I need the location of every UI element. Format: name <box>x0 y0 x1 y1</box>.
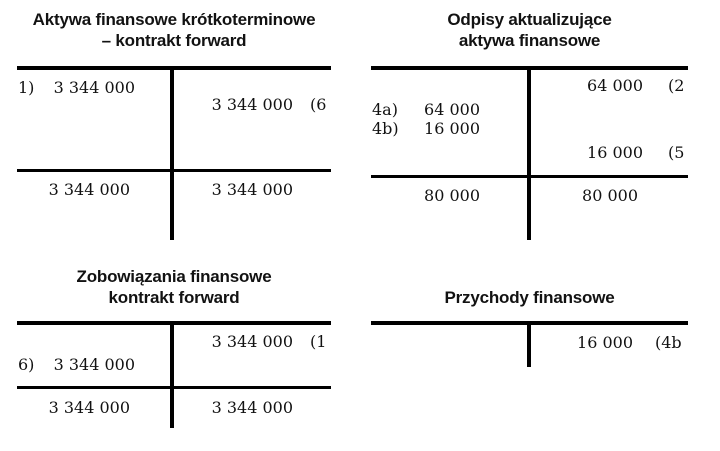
t-divider-rule <box>527 66 531 240</box>
credit-total: 3 344 000 <box>211 180 293 199</box>
t-divider-rule <box>170 66 174 240</box>
account-title: Zobowiązania finansowe kontrakt forward <box>17 266 331 308</box>
totals-rule <box>371 175 688 178</box>
debit-total: 3 344 000 <box>48 180 130 199</box>
account-title-line2: – kontrakt forward <box>101 31 247 50</box>
debit-entry-ref: 4b) <box>372 119 399 138</box>
credit-entry-amount: 16 000 <box>577 333 633 352</box>
credit-entry-amount: 3 344 000 <box>211 95 293 114</box>
account-title-line1: Odpisy aktualizujące <box>447 10 612 29</box>
t-top-rule <box>17 321 331 325</box>
account-title-line1: Przychody finansowe <box>444 288 615 307</box>
account-title: Przychody finansowe <box>371 287 688 308</box>
debit-entry-ref: 6) <box>18 355 35 374</box>
debit-entry-ref: 1) <box>18 78 35 97</box>
debit-entry-amount: 3 344 000 <box>53 78 135 97</box>
debit-entry-amount: 16 000 <box>424 119 480 138</box>
debit-entry-amount: 64 000 <box>424 100 480 119</box>
debit-entry-ref: 4a) <box>372 100 398 119</box>
account-title: Aktywa finansowe krótkoterminowe – kontr… <box>17 9 331 51</box>
credit-entry-ref: (2 <box>668 76 685 95</box>
credit-entry-amount: 16 000 <box>587 143 643 162</box>
debit-total: 80 000 <box>424 186 480 205</box>
account-title-line1: Aktywa finansowe krótkoterminowe <box>32 10 316 29</box>
t-divider-rule <box>527 321 531 367</box>
t-divider-rule <box>170 321 174 428</box>
credit-entry-amount: 3 344 000 <box>211 332 293 351</box>
account-title-line2: aktywa finansowe <box>458 31 601 50</box>
account-title-line1: Zobowiązania finansowe <box>76 267 272 286</box>
credit-entry-ref: (1 <box>310 332 327 351</box>
credit-entry-ref: (6 <box>310 95 327 114</box>
credit-entry-ref: (4b <box>655 333 682 352</box>
credit-entry-ref: (5 <box>668 143 685 162</box>
credit-total: 80 000 <box>582 186 638 205</box>
t-top-rule <box>17 66 331 70</box>
account-title-line2: kontrakt forward <box>108 288 240 307</box>
totals-rule <box>17 386 331 389</box>
debit-total: 3 344 000 <box>48 398 130 417</box>
totals-rule <box>17 169 331 172</box>
account-title: Odpisy aktualizujące aktywa finansowe <box>371 9 688 51</box>
credit-entry-amount: 64 000 <box>587 76 643 95</box>
debit-entry-amount: 3 344 000 <box>53 355 135 374</box>
credit-total: 3 344 000 <box>211 398 293 417</box>
